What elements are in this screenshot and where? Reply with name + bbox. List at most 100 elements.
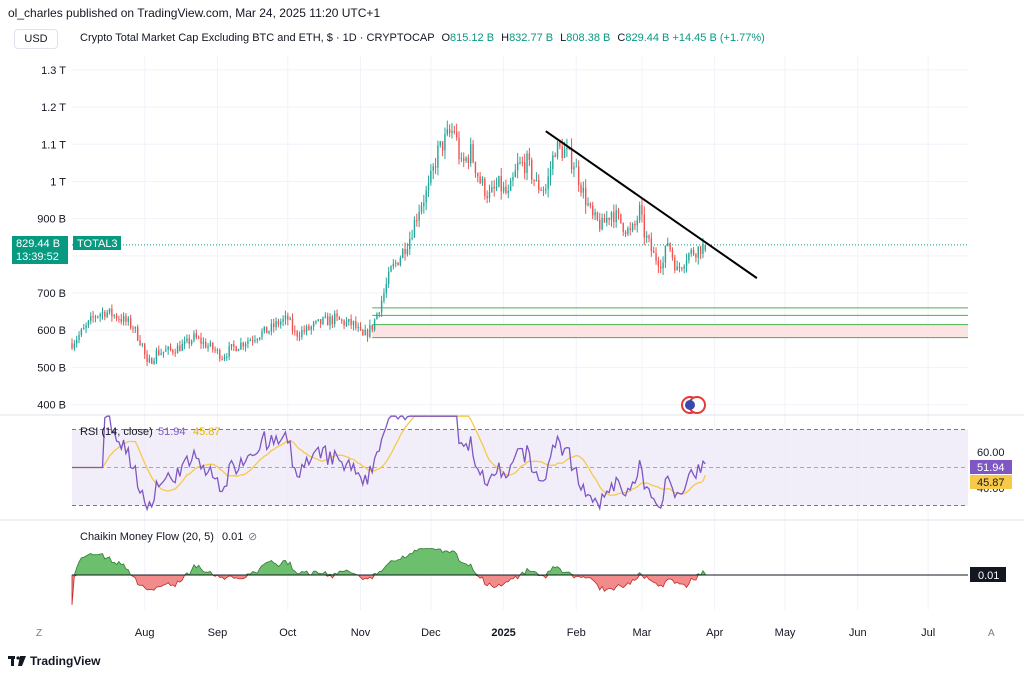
candle-body (638, 205, 641, 221)
candle-body (399, 257, 402, 266)
rsi-pane (72, 415, 968, 512)
candle-body (333, 313, 336, 324)
candle-body (261, 331, 263, 338)
candle-body (247, 340, 249, 345)
candle-body (671, 249, 674, 258)
legend-high-label: H (501, 32, 510, 44)
candle-body (223, 356, 226, 360)
candle-body (650, 238, 653, 252)
candle-body (310, 326, 312, 330)
candle-body (580, 184, 582, 193)
candle-body (148, 358, 151, 362)
time-tick-label: Jun (849, 627, 867, 639)
price-axis[interactable]: 400 B 500 B 600 B 700 B 900 B 1 T 1.1 T 1.2 T 1.… (37, 65, 66, 412)
candle-body (404, 249, 406, 255)
candle-body (453, 131, 456, 133)
time-tick-label: Apr (706, 627, 723, 639)
candle-body (559, 142, 561, 147)
candle-body (141, 343, 144, 345)
candle-body (533, 179, 535, 181)
candle-body (179, 345, 181, 351)
time-tick-label: Oct (279, 627, 296, 639)
candle-body (547, 176, 549, 189)
currency-button[interactable]: USD (14, 29, 58, 49)
time-tick-label: Feb (567, 627, 586, 639)
candle-body (350, 319, 352, 326)
candle-body (90, 316, 92, 321)
candle-body (312, 322, 315, 327)
candle-body (577, 166, 580, 185)
candle-body (336, 313, 338, 317)
cmf-pane (71, 548, 968, 606)
candle-body (242, 342, 244, 347)
candle-body (481, 178, 484, 184)
candle-body (402, 249, 404, 258)
trendline[interactable] (545, 130, 758, 279)
candle-body (322, 317, 324, 324)
candle-body (627, 228, 629, 235)
candle-body (129, 318, 132, 328)
candle-body (702, 243, 704, 254)
candles (71, 120, 707, 367)
time-tick-label: Nov (351, 627, 371, 639)
candle-body (151, 358, 153, 364)
candle-body (697, 246, 699, 258)
rsi-value: 51.94 (158, 426, 186, 438)
candle-body (688, 253, 690, 261)
candle-body (324, 316, 327, 318)
time-axis[interactable]: Aug Sep Oct Nov Dec 2025 Feb Mar Apr May Jun Jul (135, 627, 935, 639)
candle-body (139, 340, 141, 345)
candle-body (181, 344, 183, 351)
legend-open-label: O (441, 32, 450, 44)
candle-body (202, 341, 205, 344)
timezone-icon[interactable]: Z (36, 628, 42, 639)
candle-body (319, 319, 322, 324)
candle-body (519, 162, 521, 164)
candle-body (115, 315, 118, 319)
candle-body (516, 162, 519, 171)
candle-body (528, 153, 531, 160)
candle-body (80, 329, 83, 335)
candle-body (165, 349, 167, 352)
candle-body (134, 326, 137, 329)
candle-body (326, 316, 329, 326)
candle-body (305, 326, 308, 332)
candle-body (685, 260, 688, 267)
candle-body (446, 129, 448, 135)
candle-body (94, 316, 97, 318)
candle-body (416, 219, 418, 221)
candle-body (437, 145, 439, 168)
candle-body (308, 326, 310, 330)
candle-body (359, 327, 362, 330)
candle-body (263, 326, 266, 332)
candle-body (413, 219, 416, 238)
legend-close-value: 829.44 B (625, 32, 670, 44)
candle-body (486, 195, 488, 199)
candle-body (162, 351, 165, 354)
candle-body (172, 349, 174, 353)
candle-body (455, 131, 458, 138)
candle-body (467, 157, 470, 164)
eye-off-icon[interactable]: ⊘ (248, 531, 257, 543)
candle-body (291, 318, 294, 331)
auto-scale-icon[interactable]: A (988, 628, 995, 639)
candle-body (692, 250, 695, 255)
candle-body (197, 337, 200, 339)
candle-body (505, 186, 507, 193)
price-tag: 829.44 B 13:39:52 TOTAL3 (12, 236, 121, 264)
candle-body (660, 266, 662, 269)
candle-body (500, 176, 502, 192)
candle-body (186, 338, 188, 342)
candle-body (704, 244, 707, 251)
candle-body (678, 266, 681, 268)
time-tick-label: 2025 (491, 627, 515, 639)
event-marker[interactable] (681, 396, 706, 414)
candle-body (144, 343, 146, 355)
candle-body (378, 312, 380, 314)
candle-body (221, 359, 223, 361)
candle-body (237, 349, 240, 352)
candle-body (265, 326, 268, 334)
candle-body (280, 321, 282, 325)
candle-body (430, 170, 432, 184)
